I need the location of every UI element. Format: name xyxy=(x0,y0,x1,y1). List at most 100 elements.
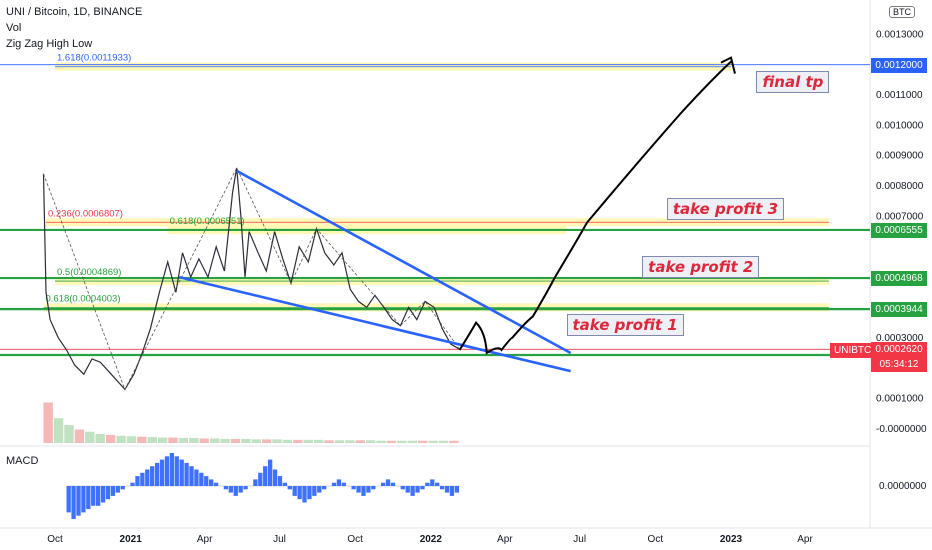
volume-bar xyxy=(355,440,365,443)
x-tick-label: 2021 xyxy=(120,534,143,545)
volume-bar xyxy=(85,431,95,443)
volume-bar xyxy=(365,440,376,443)
macd-bar xyxy=(253,479,258,486)
macd-bar xyxy=(86,486,91,510)
macd-bar xyxy=(435,482,440,486)
indicator-zigzag: Zig Zag High Low xyxy=(6,38,93,50)
countdown-tag: 05:34:12 xyxy=(871,357,927,373)
macd-bar xyxy=(390,482,396,486)
macd-bar xyxy=(81,486,86,513)
volume-bar xyxy=(324,440,334,443)
macd-bar xyxy=(385,479,391,486)
volume-bar xyxy=(376,440,386,443)
volume-bar xyxy=(157,437,168,443)
trend-line xyxy=(178,275,571,373)
macd-bar xyxy=(415,486,420,493)
macd-bar xyxy=(100,486,106,503)
volume-bar xyxy=(251,439,261,443)
macd-bar xyxy=(336,479,342,486)
macd-bar xyxy=(297,486,302,500)
y-tick-label: 0.0001000 xyxy=(876,393,924,404)
macd-bar xyxy=(95,486,101,506)
volume-bar xyxy=(137,436,147,443)
fib-label: 0.236(0.0006807) xyxy=(48,208,123,219)
projection-arrowhead xyxy=(720,56,736,74)
macd-bar xyxy=(233,486,238,496)
x-tick-label: Oct xyxy=(47,534,63,545)
macd-bar xyxy=(331,482,337,486)
macd-bar xyxy=(454,486,460,493)
macd-bar xyxy=(204,476,209,486)
volume-bar xyxy=(116,435,126,443)
macd-axis-label: 0.0000000 xyxy=(879,481,927,492)
price-tag: 0.0003944 xyxy=(871,302,927,318)
x-tick-label: Oct xyxy=(648,534,664,545)
macd-bar xyxy=(277,476,283,486)
macd-bar xyxy=(110,486,116,496)
macd-bar xyxy=(105,486,111,500)
volume-bar xyxy=(43,402,53,443)
macd-bar xyxy=(258,472,263,486)
y-tick-label: 0.0011000 xyxy=(876,90,923,101)
macd-bar xyxy=(263,466,268,486)
take-profit-label: take profit 3 xyxy=(666,198,785,221)
x-tick-label: 2022 xyxy=(420,534,443,545)
x-tick-label: Apr xyxy=(197,534,213,545)
x-tick-label: 2023 xyxy=(720,534,743,545)
price-tag: 0.0004968 xyxy=(871,271,927,287)
volume-bar xyxy=(282,439,293,443)
volume-bar xyxy=(147,437,157,443)
macd-bar xyxy=(317,486,322,493)
volume-bar xyxy=(168,437,178,443)
macd-bar xyxy=(243,486,248,490)
take-profit-label: final tp xyxy=(756,70,830,93)
fib-label: 0.5(0.0004869) xyxy=(57,267,121,278)
macd-bar xyxy=(307,486,312,500)
macd-bar xyxy=(174,456,179,486)
x-tick-label: Oct xyxy=(347,534,363,545)
volume-bar xyxy=(397,440,407,443)
macd-bar xyxy=(71,486,76,519)
volume-bar xyxy=(293,439,303,443)
macd-bar xyxy=(430,479,435,486)
y-tick-label: -0.0000000 xyxy=(876,424,927,435)
macd-bar xyxy=(410,486,415,496)
macd-bar xyxy=(371,486,376,490)
macd-bar xyxy=(287,486,292,490)
y-tick-label: 0.0013000 xyxy=(876,29,924,40)
y-tick-label: 0.0008000 xyxy=(876,181,924,192)
volume-bar xyxy=(241,438,251,443)
volume-bar xyxy=(64,425,74,443)
price-tag: 0.0006555 xyxy=(871,222,927,238)
macd-bar xyxy=(76,486,81,516)
macd-bar xyxy=(439,486,445,490)
macd-bar xyxy=(361,486,366,496)
macd-bar xyxy=(140,472,145,486)
macd-bar xyxy=(356,486,361,493)
macd-bar xyxy=(223,486,229,490)
volume-bar xyxy=(209,438,220,443)
volume-bar xyxy=(126,436,137,443)
price-tag: 0.0012000 xyxy=(871,57,927,73)
fib-label: 0.618(0.0004003) xyxy=(45,293,120,304)
macd-bar xyxy=(115,486,120,493)
volume-bar xyxy=(261,439,272,443)
macd-bar xyxy=(302,486,307,503)
y-tick-label: 0.0007000 xyxy=(876,211,924,222)
macd-bar xyxy=(380,482,386,486)
macd-bar xyxy=(199,472,204,486)
volume-bar xyxy=(189,438,199,443)
volume-bar xyxy=(220,438,230,443)
volume-bar xyxy=(53,418,64,443)
volume-bar xyxy=(95,434,105,443)
volume-bar xyxy=(313,439,324,443)
macd-label: MACD xyxy=(6,455,39,467)
currency-badge[interactable]: BTC xyxy=(889,6,915,18)
volume-bar xyxy=(303,439,313,443)
volume-bar xyxy=(334,440,345,443)
zigzag-line xyxy=(43,166,460,391)
volume-bar xyxy=(407,440,417,443)
macd-bar xyxy=(179,459,184,486)
y-tick-label: 0.0010000 xyxy=(876,120,924,131)
